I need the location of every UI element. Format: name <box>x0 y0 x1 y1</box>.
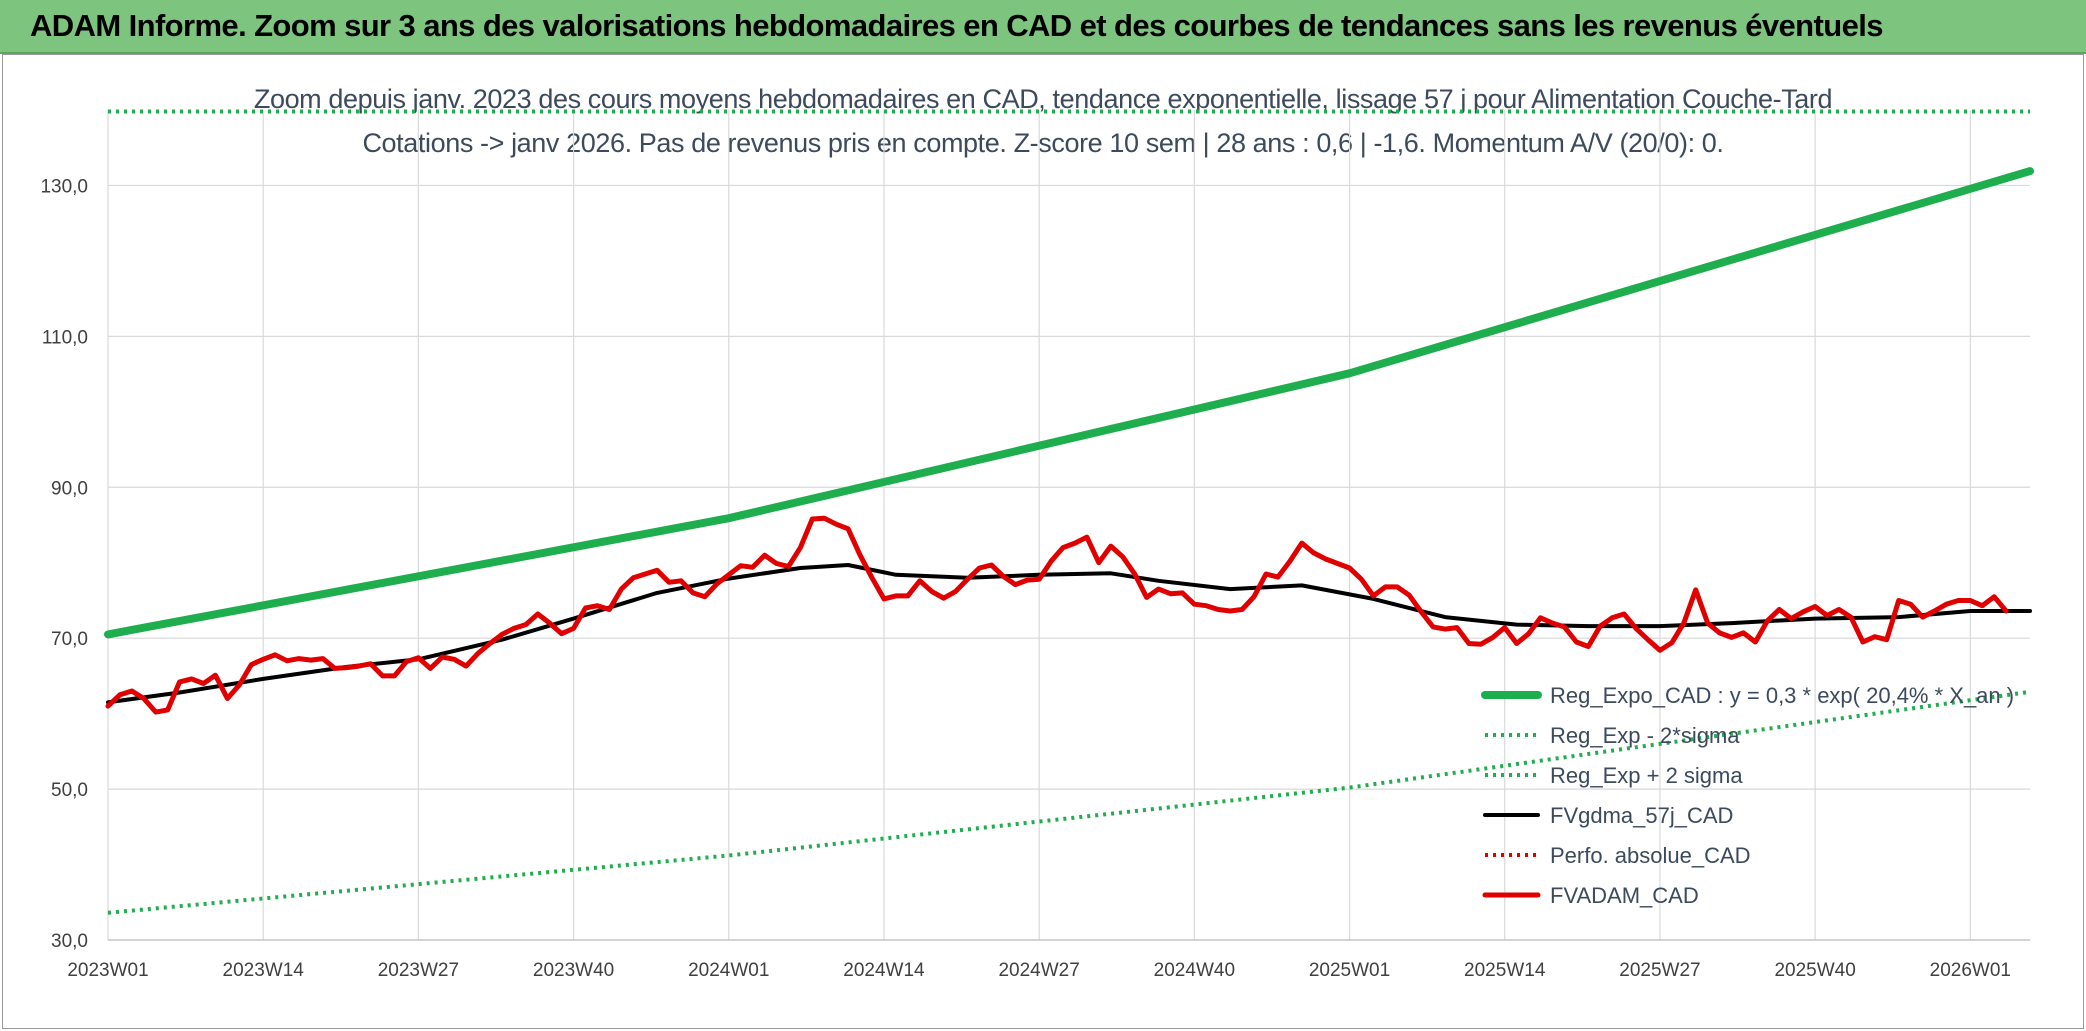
report-title: ADAM Informe. Zoom sur 3 ans des valoris… <box>30 8 1883 43</box>
report-banner: ADAM Informe. Zoom sur 3 ans des valoris… <box>0 0 2086 54</box>
y-axis: 30,0 50,0 70,0 90,0 110,0 130,0 <box>40 176 88 952</box>
chart-grid <box>107 110 2030 941</box>
legend-label: Reg_Expo_CAD : y = 0,3 * exp( 20,4% * X_… <box>1550 683 2014 708</box>
x-tick-label: 2023W40 <box>533 960 614 981</box>
x-tick-label: 2024W14 <box>843 960 925 981</box>
x-tick-label: 2023W14 <box>223 960 305 981</box>
y-tick-label: 50,0 <box>51 780 88 801</box>
x-tick-label: 2025W01 <box>1309 960 1390 981</box>
x-tick-label: 2025W14 <box>1464 960 1546 981</box>
legend-label: FVADAM_CAD <box>1550 883 1699 908</box>
chart-subtitle: Cotations -> janv 2026. Pas de revenus p… <box>362 128 1724 158</box>
legend-label: Perfo. absolue_CAD <box>1550 843 1751 868</box>
x-tick-label: 2024W01 <box>688 960 769 981</box>
series-line-3 <box>106 563 2032 705</box>
x-tick-label: 2025W27 <box>1619 960 1700 981</box>
y-tick-label: 110,0 <box>42 327 88 348</box>
series-line-1 <box>107 689 2031 915</box>
chart-title: Zoom depuis janv. 2023 des cours moyens … <box>253 84 1833 114</box>
legend-label: Reg_Exp - 2*sigma <box>1550 723 1740 748</box>
y-tick-label: 90,0 <box>51 478 88 499</box>
y-tick-label: 30,0 <box>51 931 88 952</box>
chart-frame <box>2 54 2084 1029</box>
x-tick-label: 2023W27 <box>378 960 459 981</box>
y-tick-label: 130,0 <box>40 176 88 197</box>
x-tick-label: 2024W27 <box>998 960 1079 981</box>
y-tick-label: 70,0 <box>51 629 88 650</box>
x-tick-label: 2026W01 <box>1930 960 2011 981</box>
chart-legend: Reg_Expo_CAD : y = 0,3 * exp( 20,4% * X_… <box>1481 683 2014 908</box>
series-line-0 <box>104 167 2034 639</box>
x-axis: 2023W01 2023W14 2023W27 2023W40 2024W01 2024W… <box>67 939 2030 981</box>
legend-label: Reg_Exp + 2 sigma <box>1550 763 1743 788</box>
x-tick-label: 2023W01 <box>67 960 148 981</box>
series-line-5 <box>105 515 2009 715</box>
x-tick-label: 2024W40 <box>1154 960 1235 981</box>
x-tick-label: 2025W40 <box>1774 960 1855 981</box>
legend-label: FVgdma_57j_CAD <box>1550 803 1733 828</box>
chart-series <box>104 109 2034 915</box>
